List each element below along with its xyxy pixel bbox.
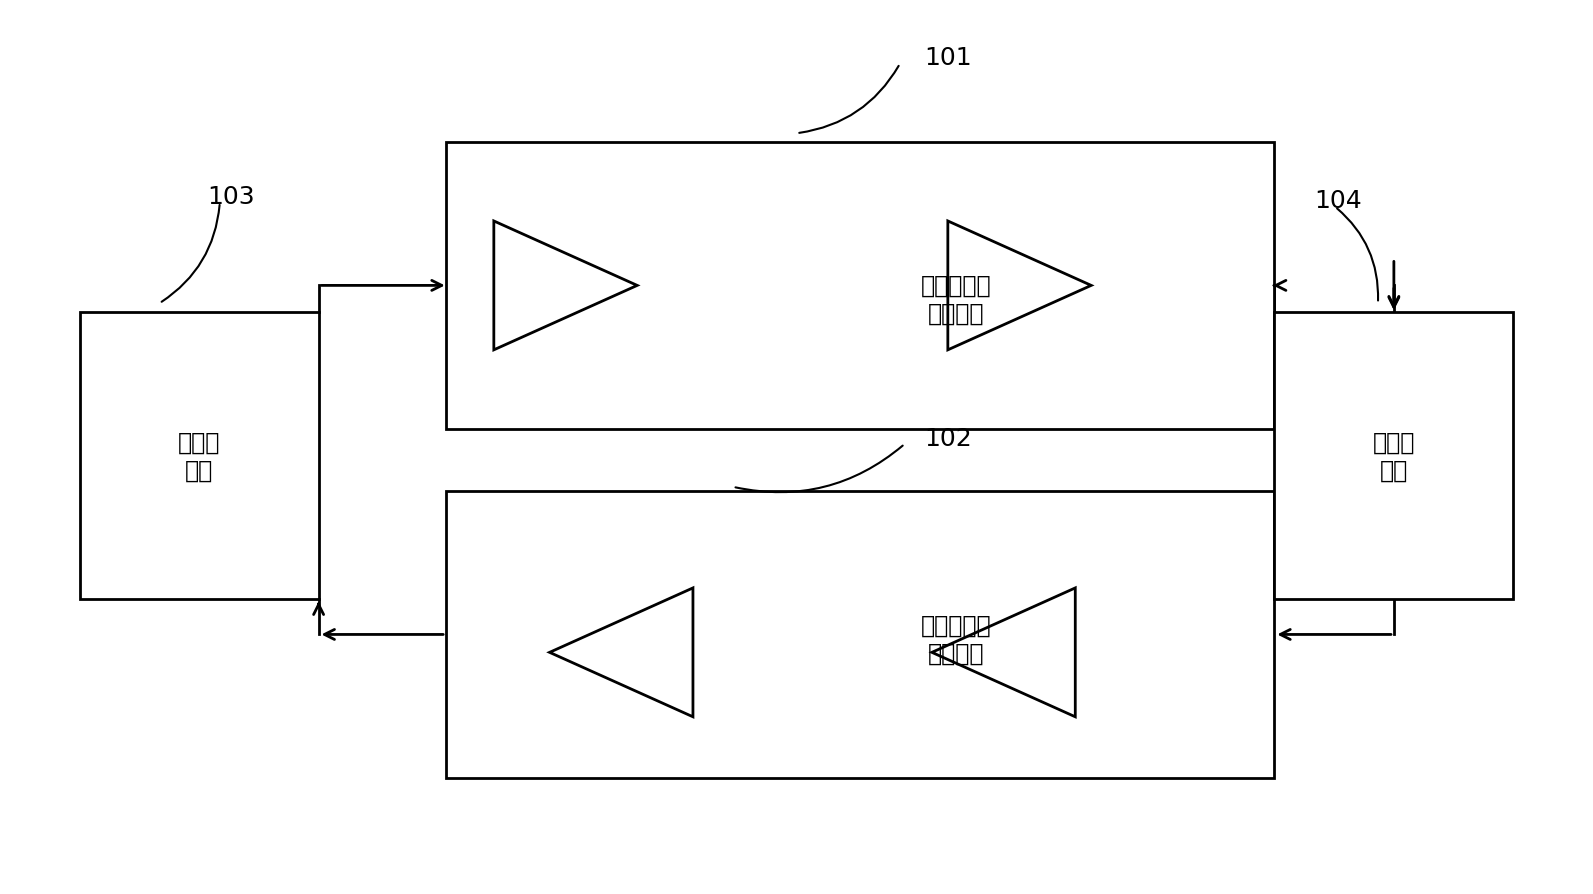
Text: 103: 103 — [207, 185, 255, 208]
Bar — [446, 492, 1274, 778]
Text: 下行链路功
率放大器: 下行链路功 率放大器 — [921, 274, 991, 325]
Text: 上行链路功
率放大器: 上行链路功 率放大器 — [921, 613, 991, 665]
Text: 101: 101 — [924, 46, 972, 70]
Bar — [1274, 313, 1513, 599]
Text: 第一双
工器: 第一双 工器 — [178, 430, 220, 482]
Text: 104: 104 — [1314, 190, 1362, 213]
Text: 102: 102 — [924, 426, 972, 450]
Bar — [80, 313, 319, 599]
Bar — [446, 143, 1274, 429]
Text: 第二双
工器: 第二双 工器 — [1373, 430, 1415, 482]
